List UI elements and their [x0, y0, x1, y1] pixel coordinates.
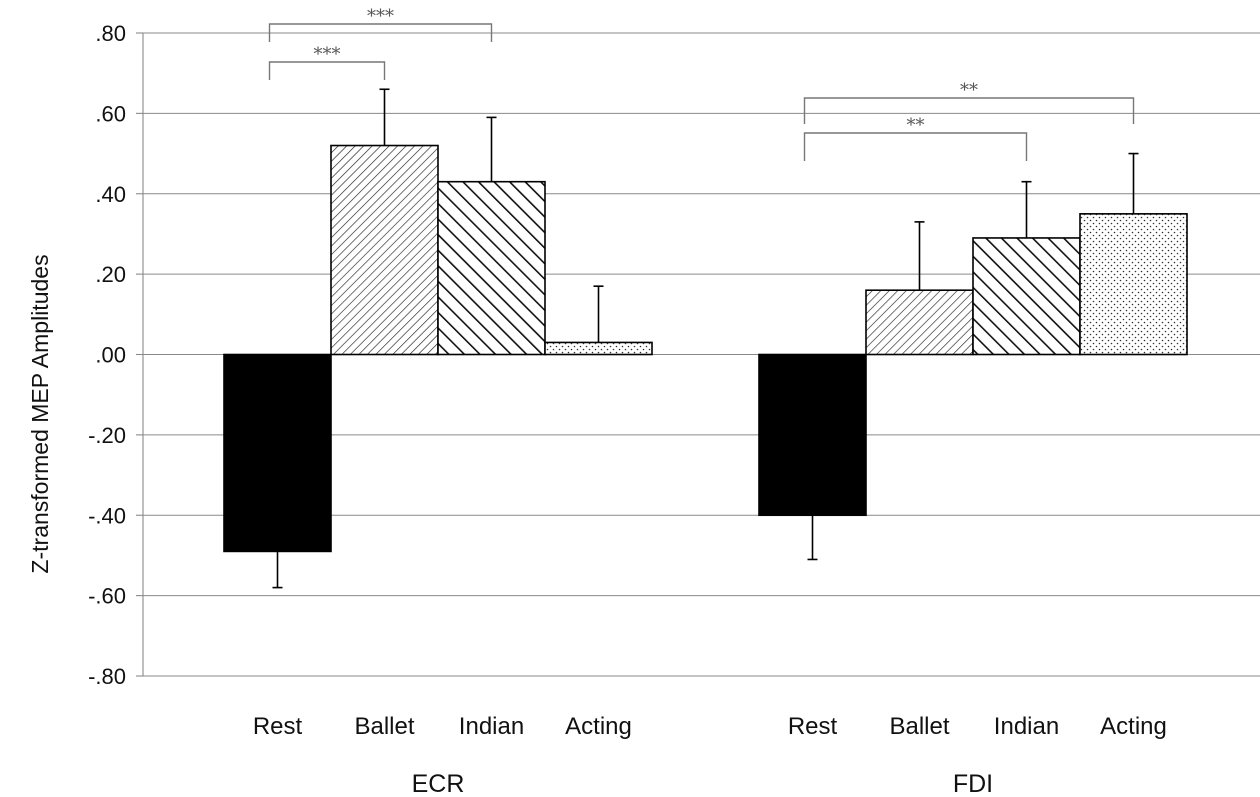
- category-labels: Rest Ballet Indian Acting ECR Rest Ballet India…: [253, 713, 1167, 797]
- bar-ecr-indian: [437, 180, 546, 356]
- bar-ecr-acting: [544, 341, 653, 356]
- significance-bracket: [803, 97, 1135, 124]
- bar-fdi-acting: [1079, 213, 1188, 356]
- significance-bracket: [268, 23, 493, 42]
- group-label: FDI: [953, 770, 993, 797]
- group-label: ECR: [412, 770, 465, 797]
- bar-ecr-rest: [223, 353, 332, 553]
- y-tick-label: -.20: [88, 423, 126, 448]
- y-tick-label: .80: [95, 21, 126, 46]
- bar-fdi-indian: [972, 237, 1081, 356]
- bar-fdi-ballet: [865, 289, 974, 356]
- bars: [223, 144, 1188, 553]
- significance-label: **: [907, 115, 925, 136]
- y-tick-label: .20: [95, 262, 126, 287]
- y-axis: .80 .60 .40 .20 .00 -.20 -.40 -.60 -.80: [88, 21, 144, 689]
- y-tick-label: -.40: [88, 503, 126, 528]
- y-axis-label: Z-transformed MEP Amplitudes: [27, 254, 53, 573]
- category-label: Acting: [1100, 713, 1167, 740]
- category-label: Acting: [565, 713, 632, 740]
- significance-bracket: [803, 132, 1028, 161]
- significance-label: **: [960, 80, 978, 101]
- category-label: Ballet: [889, 713, 949, 740]
- significance-label: ***: [314, 44, 341, 65]
- y-tick-label: .00: [95, 343, 126, 368]
- category-label: Indian: [459, 713, 524, 740]
- category-label: Rest: [253, 713, 303, 740]
- significance-bracket: [268, 61, 386, 80]
- category-label: Indian: [994, 713, 1059, 740]
- significance-label: ***: [367, 6, 394, 27]
- y-tick-label: -.80: [88, 664, 126, 689]
- category-label: Ballet: [354, 713, 414, 740]
- bar-ecr-ballet: [330, 144, 439, 356]
- y-tick-label: .40: [95, 182, 126, 207]
- category-label: Rest: [788, 713, 838, 740]
- error-bars: [272, 88, 1139, 589]
- significance-brackets: **********: [268, 6, 1135, 161]
- y-tick-label: .60: [95, 101, 126, 126]
- y-tick-label: -.60: [88, 584, 126, 609]
- bar-fdi-rest: [758, 353, 867, 517]
